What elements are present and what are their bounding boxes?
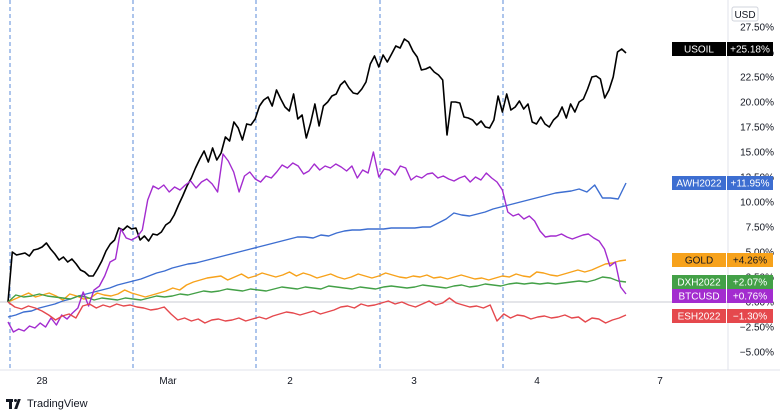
series-name-label: BTCUSD — [678, 292, 719, 303]
x-tick-label: 7 — [657, 376, 663, 387]
tradingview-logo[interactable]: TradingView — [6, 398, 88, 410]
y-tick-label: 20.00% — [740, 98, 774, 109]
value-badge-btcusd[interactable]: BTCUSD +0.76% — [672, 289, 773, 303]
value-badge-awh2022[interactable]: AWH2022 +11.95% — [672, 176, 773, 190]
time-axis[interactable]: 28 Mar 2 3 4 7 — [36, 376, 663, 387]
series-value-label: +2.07% — [733, 278, 767, 289]
series-line-dxh2022[interactable] — [7, 276, 627, 303]
series-lines[interactable] — [7, 38, 627, 333]
series-value-tag — [727, 309, 773, 323]
series-value-tag — [727, 253, 773, 267]
series-value-label: +11.95% — [730, 179, 769, 190]
series-name-label: USOIL — [684, 45, 714, 56]
tradingview-mark-icon — [6, 399, 22, 409]
y-tick-label: 27.50% — [740, 23, 774, 34]
series-line-btcusd[interactable] — [7, 151, 627, 333]
series-value-label: +25.18% — [730, 45, 770, 56]
series-name-label: AWH2022 — [676, 179, 722, 190]
x-tick-label: 2 — [287, 376, 293, 387]
series-name-label: ESH2022 — [678, 312, 721, 323]
series-name-tag — [672, 309, 726, 323]
value-badge-usoil[interactable]: USOIL +25.18% — [672, 42, 773, 56]
series-name-tag — [672, 289, 726, 303]
x-tick-label: Mar — [159, 376, 177, 387]
session-separators — [9, 0, 504, 370]
y-tick-label: 7.50% — [746, 223, 774, 234]
series-name-tag — [672, 42, 726, 56]
currency-unit-label: USD — [734, 10, 755, 21]
x-tick-label: 28 — [36, 376, 48, 387]
series-line-usoil[interactable] — [7, 38, 627, 303]
x-tick-label: 3 — [411, 376, 417, 387]
y-tick-label: 10.00% — [740, 198, 774, 209]
value-badge-esh2022[interactable]: ESH2022 −1.30% — [672, 309, 773, 323]
y-tick-label: 15.00% — [740, 148, 774, 159]
value-badge-dxh2022[interactable]: DXH2022 +2.07% — [672, 275, 773, 289]
series-value-tag — [727, 176, 773, 190]
value-badge-gold[interactable]: GOLD +4.26% — [672, 253, 773, 267]
y-tick-label: −5.00% — [740, 348, 774, 359]
series-line-gold[interactable] — [7, 259, 627, 303]
series-name-tag — [672, 253, 726, 267]
series-value-label: −1.30% — [733, 312, 767, 323]
y-tick-label: 22.50% — [740, 73, 774, 84]
series-value-label: +0.76% — [733, 292, 767, 303]
series-value-tag — [727, 289, 773, 303]
series-value-label: +4.26% — [733, 256, 767, 267]
series-name-tag — [672, 176, 726, 190]
series-name-label: GOLD — [685, 256, 713, 267]
currency-badge[interactable]: USD — [731, 6, 759, 22]
branding-label: TradingView — [27, 398, 88, 410]
series-value-tag — [727, 275, 773, 289]
series-line-esh2022[interactable] — [7, 297, 627, 324]
series-value-badges[interactable]: USOIL +25.18% AWH2022 +11.95% GOLD +4.26% DXH2… — [672, 42, 773, 323]
x-tick-label: 4 — [534, 376, 540, 387]
y-tick-label: −2.50% — [740, 323, 774, 334]
series-value-tag — [727, 42, 773, 56]
series-name-tag — [672, 275, 726, 289]
currency-badge-box — [731, 6, 759, 22]
series-name-label: DXH2022 — [677, 278, 721, 289]
y-tick-label: 17.50% — [740, 123, 774, 134]
series-line-awh2022[interactable] — [7, 182, 627, 318]
